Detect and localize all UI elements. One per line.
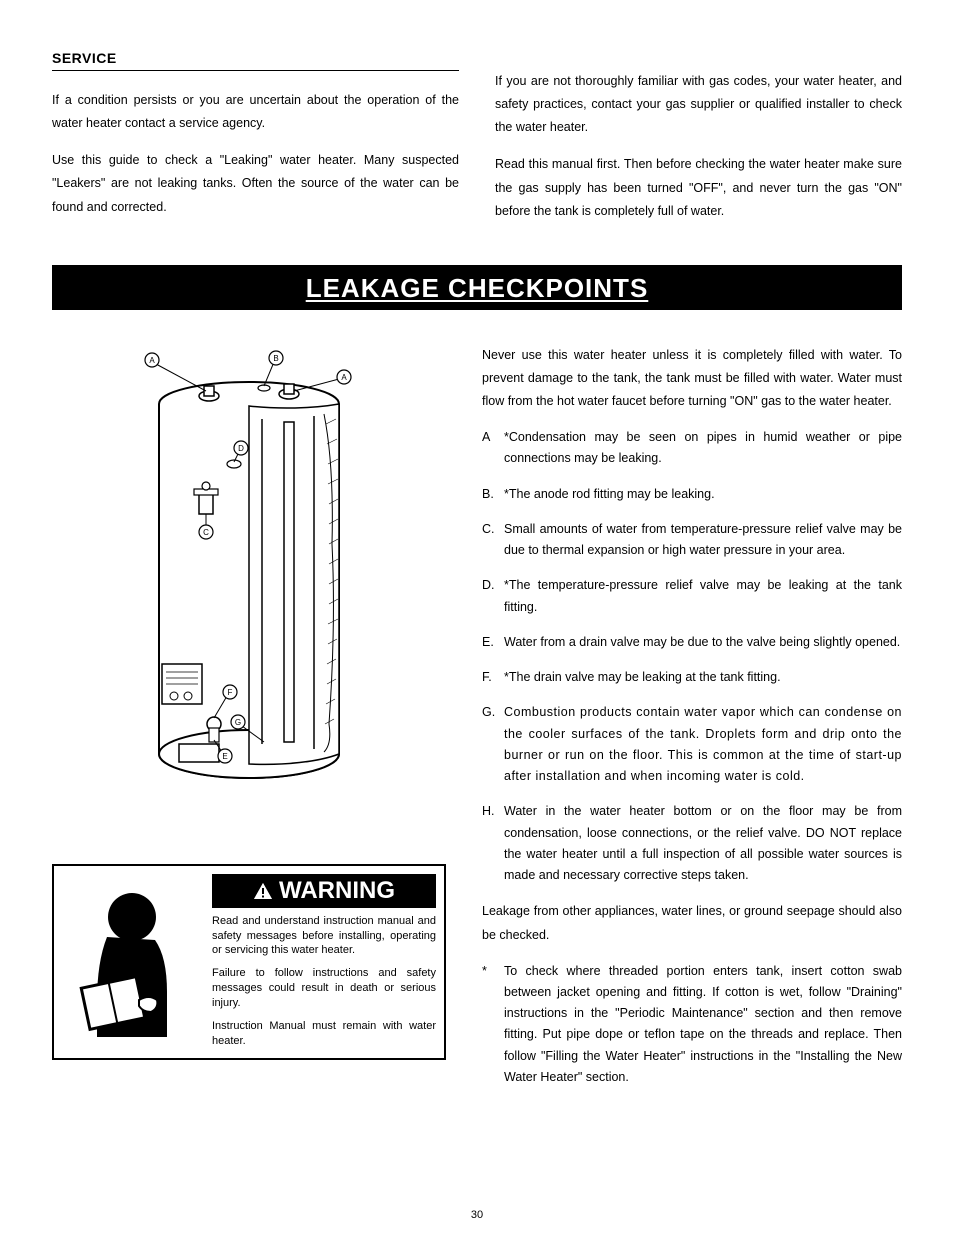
callout-b: B <box>273 354 278 363</box>
warning-title: WARNING <box>279 877 395 905</box>
checkpoint-text: *The drain valve may be leaking at the t… <box>504 667 902 688</box>
checkpoint-item: D. *The temperature-pressure relief valv… <box>482 575 902 618</box>
right-column: Never use this water heater unless it is… <box>482 344 902 1102</box>
service-para: Use this guide to check a "Leaking" wate… <box>52 149 459 218</box>
warning-box: WARNING Read and understand instruction … <box>52 864 446 1060</box>
checkpoint-text: *Condensation may be seen on pipes in hu… <box>504 427 902 470</box>
checkpoint-label: B. <box>482 484 504 505</box>
checkpoint-label: D. <box>482 575 504 618</box>
checkpoint-text: Small amounts of water from temperature-… <box>504 519 902 562</box>
callout-a2: A <box>341 373 347 382</box>
checkpoint-footnote: * To check where threaded portion enters… <box>482 961 902 1089</box>
checkpoint-item: G. Combustion products contain water vap… <box>482 702 902 787</box>
checkpoint-label: G. <box>482 702 504 787</box>
checkpoint-item: E. Water from a drain valve may be due t… <box>482 632 902 653</box>
service-left-col: SERVICE If a condition persists or you a… <box>52 50 459 237</box>
checkpoint-text: *The temperature-pressure relief valve m… <box>504 575 902 618</box>
checkpoints-intro: Never use this water heater unless it is… <box>482 344 902 413</box>
checkpoint-item: F. *The drain valve may be leaking at th… <box>482 667 902 688</box>
left-column: A B A D C F <box>52 344 446 1102</box>
warning-pictogram <box>62 874 202 1050</box>
checkpoint-label: H. <box>482 801 504 886</box>
checkpoint-item: A *Condensation may be seen on pipes in … <box>482 427 902 470</box>
service-right-col: If you are not thoroughly familiar with … <box>495 50 902 237</box>
checkpoint-text: Water in the water heater bottom or on t… <box>504 801 902 886</box>
page-number: 30 <box>0 1209 954 1221</box>
checkpoint-label: A <box>482 427 504 470</box>
warning-text-area: WARNING Read and understand instruction … <box>212 874 436 1050</box>
leakage-banner: LEAKAGE CHECKPOINTS <box>52 265 902 310</box>
footnote-label: * <box>482 961 504 1089</box>
heater-svg: A B A D C F <box>114 344 384 824</box>
checkpoint-text: Combustion products contain water vapor … <box>504 702 902 787</box>
checkpoint-text: Water from a drain valve may be due to t… <box>504 632 902 653</box>
service-para: If a condition persists or you are uncer… <box>52 89 459 135</box>
service-para: If you are not thoroughly familiar with … <box>495 70 902 139</box>
service-heading: SERVICE <box>52 50 459 71</box>
service-para: Read this manual first. Then before chec… <box>495 153 902 222</box>
footnote-text: To check where threaded portion enters t… <box>504 961 902 1089</box>
callout-c: C <box>203 528 209 537</box>
warning-para: Instruction Manual must remain with wate… <box>212 1019 436 1049</box>
service-section: SERVICE If a condition persists or you a… <box>52 50 902 237</box>
callout-e: E <box>222 752 227 761</box>
callout-g: G <box>235 718 241 727</box>
warning-header: WARNING <box>212 874 436 908</box>
callout-f: F <box>228 688 233 697</box>
warning-triangle-icon <box>253 882 273 900</box>
checkpoint-label: E. <box>482 632 504 653</box>
checkpoint-item: H. Water in the water heater bottom or o… <box>482 801 902 886</box>
callout-a1: A <box>149 356 155 365</box>
warning-para: Read and understand instruction manual a… <box>212 914 436 959</box>
water-heater-diagram: A B A D C F <box>52 344 446 824</box>
callout-d: D <box>238 444 244 453</box>
checkpoint-item: B. *The anode rod fitting may be leaking… <box>482 484 902 505</box>
lower-section: A B A D C F <box>52 344 902 1102</box>
checkpoint-text: *The anode rod fitting may be leaking. <box>504 484 902 505</box>
checkpoint-label: F. <box>482 667 504 688</box>
checkpoint-label: C. <box>482 519 504 562</box>
warning-para: Failure to follow instructions and safet… <box>212 966 436 1011</box>
checkpoints-after: Leakage from other appliances, water lin… <box>482 900 902 946</box>
checkpoint-item: C. Small amounts of water from temperatu… <box>482 519 902 562</box>
